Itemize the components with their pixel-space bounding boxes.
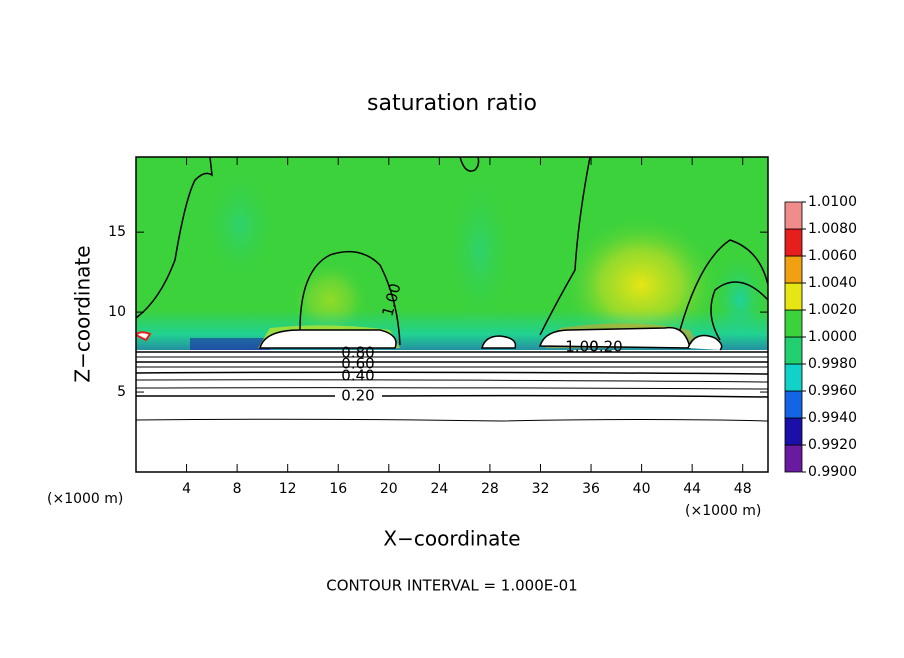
y-axis-label: Z−coordinate — [71, 245, 95, 382]
colorbar-label: 1.0080 — [808, 221, 857, 237]
x-unit-label: (×1000 m) — [47, 491, 123, 507]
x-tick-label: 4 — [182, 481, 191, 497]
colorbar-label: 0.9920 — [808, 437, 857, 453]
x-tick-label: 24 — [430, 481, 448, 497]
field — [136, 157, 768, 472]
x-tick-label: 8 — [233, 481, 242, 497]
colorbar-segment — [784, 444, 803, 473]
colorbar-label: 1.0020 — [808, 302, 857, 318]
y-tick-label: 10 — [108, 304, 126, 320]
colorbar-label: 0.9900 — [808, 464, 857, 480]
colorbar-label: 0.9960 — [808, 383, 857, 399]
colorbar-label: 0.9980 — [808, 356, 857, 372]
x-tick-label: 48 — [734, 481, 752, 497]
contour-label: 0.60 — [341, 355, 374, 373]
footer-note: CONTOUR INTERVAL = 1.000E-01 — [326, 577, 577, 595]
colorbar-segment — [784, 282, 803, 311]
x-unit-label: (×1000 m) — [685, 503, 761, 519]
plot-frame — [135, 156, 769, 473]
y-tick-label: 15 — [108, 224, 126, 240]
x-tick-label: 40 — [633, 481, 651, 497]
colorbar-label: 1.0040 — [808, 275, 857, 291]
x-tick-label: 20 — [380, 481, 398, 497]
colorbar-label: 1.0000 — [808, 329, 857, 345]
x-tick-label: 16 — [329, 481, 347, 497]
y-tick-label: 5 — [117, 384, 126, 400]
contour-label: 0.20 — [589, 338, 622, 356]
colorbar-segment — [784, 417, 803, 446]
x-tick-label: 44 — [683, 481, 701, 497]
x-tick-label: 28 — [481, 481, 499, 497]
x-tick-label: 12 — [279, 481, 297, 497]
contour-label: 1.00 — [565, 338, 598, 356]
colorbar-segment — [784, 309, 803, 338]
contour-label: 0.20 — [341, 387, 374, 405]
colorbar-segment — [784, 390, 803, 419]
colorbar-label: 0.9940 — [808, 410, 857, 426]
colorbar-segment — [784, 201, 803, 230]
colorbar-segment — [784, 363, 803, 392]
colorbar-label: 1.0100 — [808, 194, 857, 210]
contour-label: 0.40 — [341, 367, 374, 385]
chart-title: saturation ratio — [367, 91, 537, 116]
x-tick-label: 32 — [532, 481, 550, 497]
colorbar-segment — [784, 336, 803, 365]
colorbar-segment — [784, 228, 803, 257]
x-axis-label: X−coordinate — [383, 527, 520, 551]
x-tick-label: 36 — [582, 481, 600, 497]
colorbar-label: 1.0060 — [808, 248, 857, 264]
contour-label: 0.80 — [341, 344, 374, 362]
colorbar-segment — [784, 255, 803, 284]
